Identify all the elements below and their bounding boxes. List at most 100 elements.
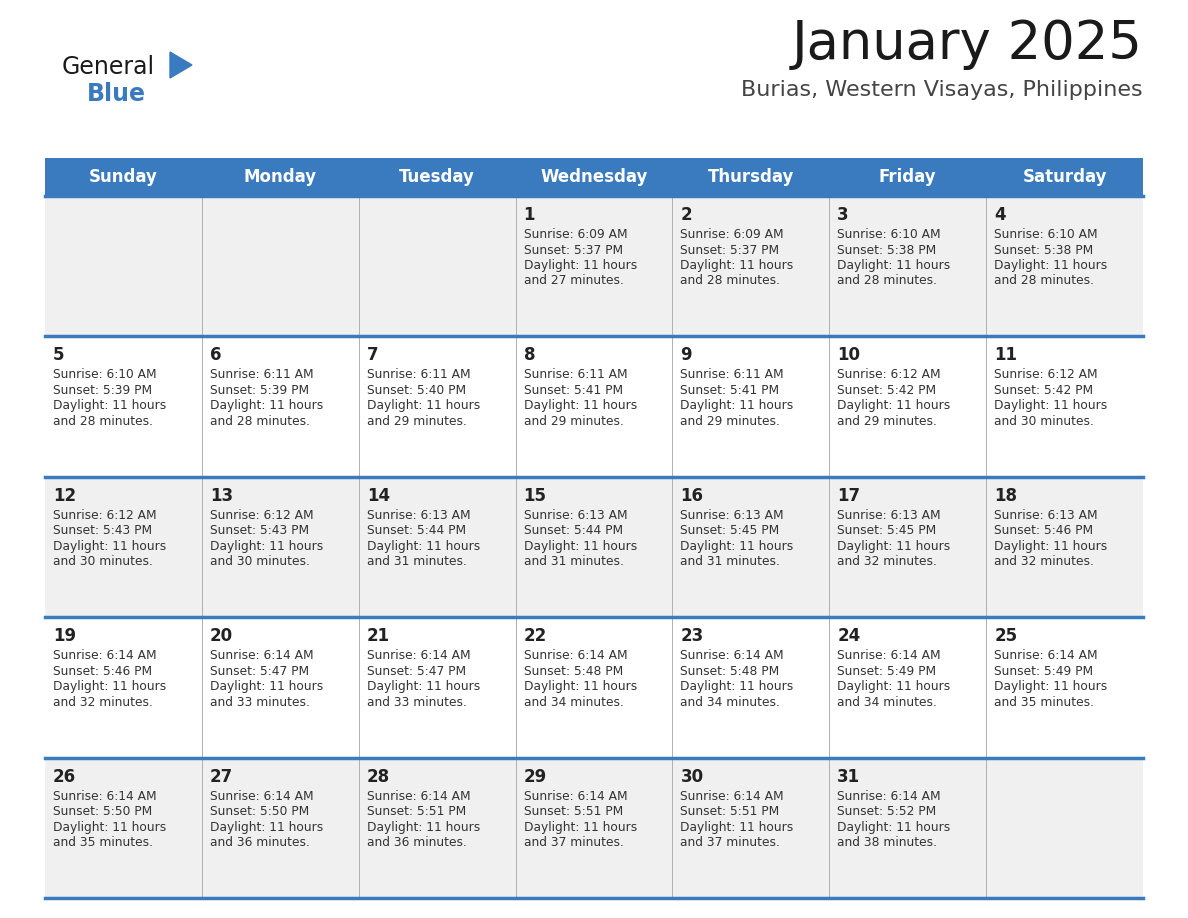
Bar [202,336,359,476]
Text: Sunset: 5:49 PM: Sunset: 5:49 PM [994,665,1093,677]
Text: Sunset: 5:38 PM: Sunset: 5:38 PM [838,243,936,256]
Text: and 33 minutes.: and 33 minutes. [367,696,467,709]
Text: Daylight: 11 hours: Daylight: 11 hours [524,399,637,412]
Bar [672,158,829,196]
Bar [986,757,1143,898]
Text: and 35 minutes.: and 35 minutes. [994,696,1094,709]
Text: Sunrise: 6:11 AM: Sunrise: 6:11 AM [681,368,784,381]
Bar [516,476,672,617]
Text: and 34 minutes.: and 34 minutes. [838,696,937,709]
Text: 1: 1 [524,206,535,224]
Polygon shape [170,52,192,78]
Text: Sunrise: 6:12 AM: Sunrise: 6:12 AM [994,368,1098,381]
Text: Daylight: 11 hours: Daylight: 11 hours [838,821,950,834]
Bar [202,158,359,196]
Text: Sunrise: 6:10 AM: Sunrise: 6:10 AM [53,368,157,381]
Text: Sunset: 5:44 PM: Sunset: 5:44 PM [367,524,466,537]
Text: Sunset: 5:42 PM: Sunset: 5:42 PM [838,384,936,397]
Bar [45,617,202,757]
Text: Daylight: 11 hours: Daylight: 11 hours [838,259,950,272]
Text: and 36 minutes.: and 36 minutes. [210,836,310,849]
Text: and 38 minutes.: and 38 minutes. [838,836,937,849]
Bar [829,476,986,617]
Bar [45,158,202,196]
Bar [672,617,829,757]
Bar [359,336,516,476]
Text: Daylight: 11 hours: Daylight: 11 hours [524,680,637,693]
Text: Daylight: 11 hours: Daylight: 11 hours [367,680,480,693]
Bar [672,757,829,898]
Text: Sunset: 5:37 PM: Sunset: 5:37 PM [524,243,623,256]
Text: Daylight: 11 hours: Daylight: 11 hours [838,540,950,553]
Text: 19: 19 [53,627,76,645]
Text: Daylight: 11 hours: Daylight: 11 hours [53,821,166,834]
Text: Daylight: 11 hours: Daylight: 11 hours [994,399,1107,412]
Text: 5: 5 [53,346,64,364]
Text: and 29 minutes.: and 29 minutes. [367,415,467,428]
Text: Sunrise: 6:13 AM: Sunrise: 6:13 AM [994,509,1098,521]
Text: Sunset: 5:52 PM: Sunset: 5:52 PM [838,805,936,818]
Text: 17: 17 [838,487,860,505]
Text: Sunset: 5:51 PM: Sunset: 5:51 PM [681,805,779,818]
Text: Sunset: 5:41 PM: Sunset: 5:41 PM [524,384,623,397]
Bar [45,196,202,336]
Text: Sunrise: 6:14 AM: Sunrise: 6:14 AM [210,789,314,802]
Text: 27: 27 [210,767,233,786]
Text: Sunrise: 6:14 AM: Sunrise: 6:14 AM [838,789,941,802]
Text: Sunrise: 6:13 AM: Sunrise: 6:13 AM [524,509,627,521]
Text: 18: 18 [994,487,1017,505]
Bar [829,158,986,196]
Text: Sunset: 5:46 PM: Sunset: 5:46 PM [53,665,152,677]
Bar [202,757,359,898]
Text: Sunset: 5:43 PM: Sunset: 5:43 PM [210,524,309,537]
Text: and 30 minutes.: and 30 minutes. [994,415,1094,428]
Text: and 30 minutes.: and 30 minutes. [210,555,310,568]
Text: Sunset: 5:50 PM: Sunset: 5:50 PM [210,805,309,818]
Text: Daylight: 11 hours: Daylight: 11 hours [210,399,323,412]
Bar [359,196,516,336]
Text: January 2025: January 2025 [792,18,1143,70]
Text: Sunset: 5:40 PM: Sunset: 5:40 PM [367,384,466,397]
Text: Daylight: 11 hours: Daylight: 11 hours [210,821,323,834]
Text: Sunset: 5:46 PM: Sunset: 5:46 PM [994,524,1093,537]
Text: 25: 25 [994,627,1017,645]
Text: 29: 29 [524,767,546,786]
Text: 11: 11 [994,346,1017,364]
Text: and 36 minutes.: and 36 minutes. [367,836,467,849]
Text: Sunrise: 6:13 AM: Sunrise: 6:13 AM [681,509,784,521]
Text: Sunrise: 6:14 AM: Sunrise: 6:14 AM [367,649,470,662]
Text: 13: 13 [210,487,233,505]
Bar [986,158,1143,196]
Text: and 32 minutes.: and 32 minutes. [838,555,937,568]
Text: 6: 6 [210,346,221,364]
Text: Daylight: 11 hours: Daylight: 11 hours [367,399,480,412]
Text: Friday: Friday [879,168,936,186]
Text: and 28 minutes.: and 28 minutes. [681,274,781,287]
Text: Sunrise: 6:14 AM: Sunrise: 6:14 AM [681,649,784,662]
Text: Sunset: 5:37 PM: Sunset: 5:37 PM [681,243,779,256]
Text: Sunset: 5:48 PM: Sunset: 5:48 PM [524,665,623,677]
Text: 21: 21 [367,627,390,645]
Text: Sunrise: 6:14 AM: Sunrise: 6:14 AM [210,649,314,662]
Bar [986,476,1143,617]
Text: Sunrise: 6:13 AM: Sunrise: 6:13 AM [838,509,941,521]
Text: Sunrise: 6:12 AM: Sunrise: 6:12 AM [53,509,157,521]
Text: and 28 minutes.: and 28 minutes. [210,415,310,428]
Text: and 29 minutes.: and 29 minutes. [524,415,624,428]
Text: Daylight: 11 hours: Daylight: 11 hours [838,680,950,693]
Text: Daylight: 11 hours: Daylight: 11 hours [681,540,794,553]
Text: 15: 15 [524,487,546,505]
Text: 16: 16 [681,487,703,505]
Text: Sunset: 5:51 PM: Sunset: 5:51 PM [367,805,466,818]
Text: and 34 minutes.: and 34 minutes. [524,696,624,709]
Text: and 31 minutes.: and 31 minutes. [681,555,781,568]
Bar [202,476,359,617]
Bar [359,757,516,898]
Text: Monday: Monday [244,168,317,186]
Bar [516,617,672,757]
Text: 8: 8 [524,346,535,364]
Text: Daylight: 11 hours: Daylight: 11 hours [994,680,1107,693]
Text: Sunrise: 6:11 AM: Sunrise: 6:11 AM [524,368,627,381]
Bar [829,196,986,336]
Text: and 34 minutes.: and 34 minutes. [681,696,781,709]
